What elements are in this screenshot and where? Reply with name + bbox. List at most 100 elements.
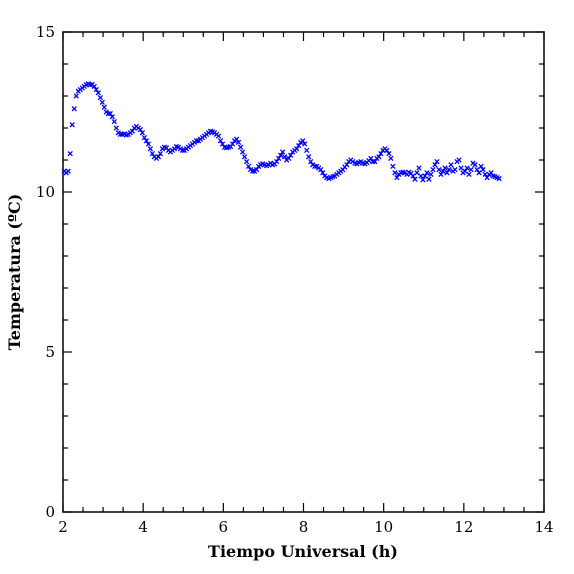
data-point <box>388 155 394 162</box>
x-axis-title: Tiempo Universal (h) <box>208 542 398 561</box>
data-point <box>217 138 224 144</box>
data-point <box>279 149 286 155</box>
data-point <box>237 144 244 150</box>
x-tick-label: 4 <box>138 518 148 536</box>
data-point <box>480 166 486 173</box>
data-point <box>394 174 400 181</box>
data-point <box>275 155 282 162</box>
data-point <box>145 141 152 147</box>
y-axis-title: Temperatura (ºC) <box>5 194 24 351</box>
data-point <box>440 168 446 174</box>
data-point <box>277 152 284 158</box>
data-point <box>482 171 488 178</box>
data-point <box>418 173 424 179</box>
data-point <box>446 166 452 173</box>
data-point <box>392 170 398 176</box>
data-point <box>320 170 326 176</box>
data-point <box>430 166 436 173</box>
data-point <box>193 138 200 144</box>
data-point <box>113 125 119 131</box>
data-point <box>412 176 418 182</box>
x-tick-label: 14 <box>534 518 553 536</box>
data-point <box>253 166 260 173</box>
data-point <box>97 94 103 101</box>
data-point <box>308 158 314 165</box>
data-point <box>432 162 438 168</box>
data-point <box>137 126 144 133</box>
data-point <box>456 157 462 163</box>
data-point <box>245 163 252 170</box>
data-point <box>288 152 294 158</box>
data-point <box>241 154 248 160</box>
data-point <box>282 154 288 160</box>
data-point <box>65 168 71 174</box>
data-point <box>300 138 306 144</box>
data-point <box>386 150 392 157</box>
data-point <box>229 141 236 147</box>
data-point <box>384 147 390 154</box>
x-tick-label: 10 <box>374 518 393 536</box>
data-point <box>249 168 256 174</box>
x-tick-label: 6 <box>219 518 229 536</box>
data-point <box>219 141 226 147</box>
plot-frame <box>62 31 545 513</box>
data-point <box>438 171 444 178</box>
data-point <box>107 110 113 117</box>
data-point <box>318 166 324 173</box>
data-point <box>294 146 300 152</box>
data-points <box>61 81 502 183</box>
data-point <box>378 150 384 157</box>
data-point <box>448 162 454 168</box>
data-point <box>147 146 154 152</box>
x-tick-label: 8 <box>299 518 309 536</box>
data-point <box>416 165 422 171</box>
data-point <box>99 99 105 106</box>
data-point <box>434 158 440 165</box>
data-point <box>488 170 494 176</box>
data-point <box>472 162 478 168</box>
data-point <box>239 149 246 155</box>
data-point <box>464 165 470 171</box>
data-point <box>141 134 148 141</box>
data-point <box>69 122 75 128</box>
data-point <box>157 150 164 157</box>
data-point <box>93 86 99 93</box>
data-point <box>179 147 186 154</box>
data-point <box>436 166 442 173</box>
data-point <box>117 131 123 138</box>
data-point <box>111 118 117 125</box>
data-point <box>67 150 73 157</box>
data-point <box>286 155 292 162</box>
data-point <box>139 130 146 136</box>
data-point <box>466 171 472 178</box>
axis-ticks <box>62 31 545 513</box>
data-point <box>344 162 350 168</box>
data-point <box>296 142 302 149</box>
data-point <box>306 154 312 160</box>
data-point <box>302 141 308 147</box>
x-tick-label: 2 <box>58 518 68 536</box>
data-point <box>243 158 250 165</box>
data-point <box>71 106 77 112</box>
y-tick-label: 5 <box>45 343 55 361</box>
y-tick-label: 10 <box>36 183 55 201</box>
data-point <box>390 163 396 170</box>
x-tick-label: 12 <box>454 518 473 536</box>
data-point <box>478 163 484 170</box>
data-point <box>372 158 378 165</box>
y-tick-label: 0 <box>45 503 55 521</box>
data-point <box>149 150 156 157</box>
data-point <box>304 147 310 154</box>
data-point <box>91 83 97 90</box>
data-point <box>444 170 450 176</box>
data-point <box>376 154 382 160</box>
data-point <box>424 170 430 176</box>
data-point <box>95 90 101 96</box>
data-point <box>215 133 222 139</box>
data-point <box>484 174 490 181</box>
data-point <box>468 166 474 173</box>
data-point <box>73 93 79 99</box>
data-point <box>155 154 162 160</box>
data-point <box>426 176 432 182</box>
